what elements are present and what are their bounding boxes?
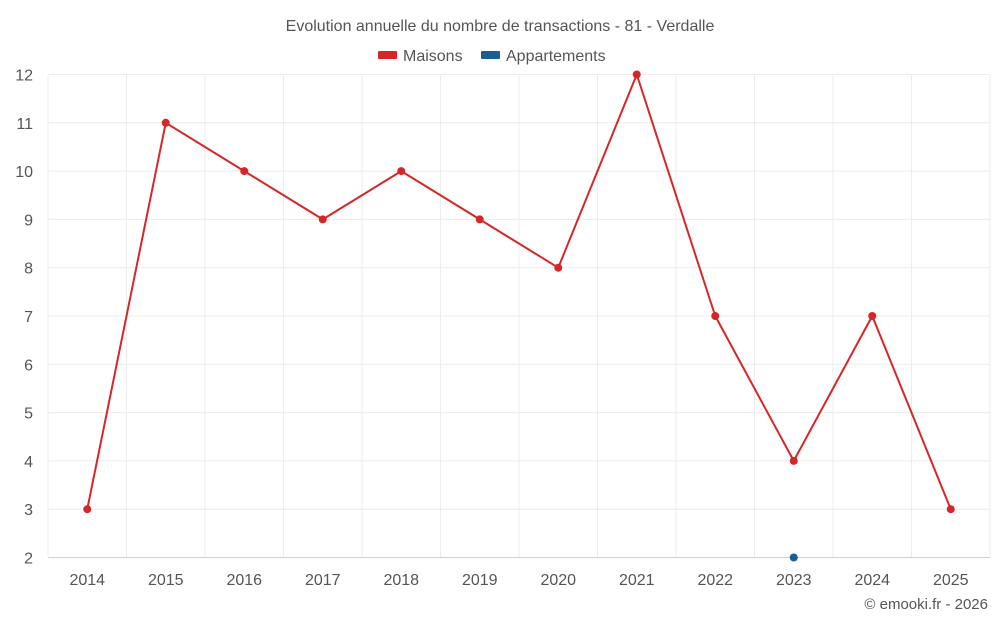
data-point-maisons[interactable]	[397, 167, 406, 176]
legend-swatch-appartements	[481, 51, 500, 59]
data-point-appartements[interactable]	[789, 553, 798, 562]
y-tick-label: 12	[15, 68, 33, 85]
legend-swatch-maisons	[378, 51, 397, 59]
legend-label-maisons[interactable]: Maisons	[403, 48, 463, 65]
y-tick-label: 8	[24, 261, 33, 278]
axes: 2 3 4 5 6 7 8 9 10 11 12 2014 2015 2016 2017 2018 2019 20…	[15, 68, 990, 589]
x-tick-label: 2016	[226, 572, 262, 589]
data-point-maisons[interactable]	[946, 505, 955, 514]
data-point-maisons[interactable]	[318, 215, 327, 224]
x-tick-label: 2019	[462, 572, 498, 589]
series-line-maisons	[86, 73, 952, 510]
grid	[47, 74, 991, 558]
y-tick-label: 3	[24, 502, 33, 519]
series	[83, 70, 955, 562]
x-tick-label: 2015	[148, 572, 184, 589]
x-tick-label: 2024	[854, 572, 890, 589]
y-tick-label: 10	[15, 164, 33, 181]
y-tick-label: 9	[24, 212, 33, 229]
x-tick-label: 2018	[383, 572, 419, 589]
x-tick-label: 2023	[776, 572, 812, 589]
x-tick-label: 2025	[933, 572, 969, 589]
data-point-maisons[interactable]	[711, 312, 720, 320]
data-point-maisons[interactable]	[554, 263, 563, 272]
credit-text: © emooki.fr - 2026	[864, 596, 988, 613]
x-tick-label: 2017	[305, 572, 341, 589]
data-point-maisons[interactable]	[83, 505, 92, 514]
data-point-maisons[interactable]	[632, 70, 641, 79]
data-point-maisons[interactable]	[240, 167, 249, 176]
y-tick-label: 11	[16, 116, 33, 133]
y-tick-label: 2	[24, 551, 33, 568]
data-point-maisons[interactable]	[789, 456, 798, 465]
x-tick-label: 2014	[69, 572, 105, 589]
y-tick-label: 4	[24, 454, 33, 471]
data-point-maisons[interactable]	[868, 312, 877, 320]
legend-label-appartements[interactable]: Appartements	[506, 48, 606, 65]
y-tick-label: 7	[24, 309, 33, 326]
data-point-maisons[interactable]	[161, 118, 170, 127]
data-point-maisons[interactable]	[475, 215, 484, 224]
x-tick-label: 2020	[540, 572, 576, 589]
y-tick-label: 6	[24, 357, 33, 374]
y-tick-label: 5	[24, 406, 33, 423]
chart-title: Evolution annuelle du nombre de transact…	[286, 18, 715, 35]
legend: Maisons Appartements	[378, 48, 606, 65]
x-tick-label: 2021	[619, 572, 655, 589]
x-tick-label: 2022	[697, 572, 733, 589]
